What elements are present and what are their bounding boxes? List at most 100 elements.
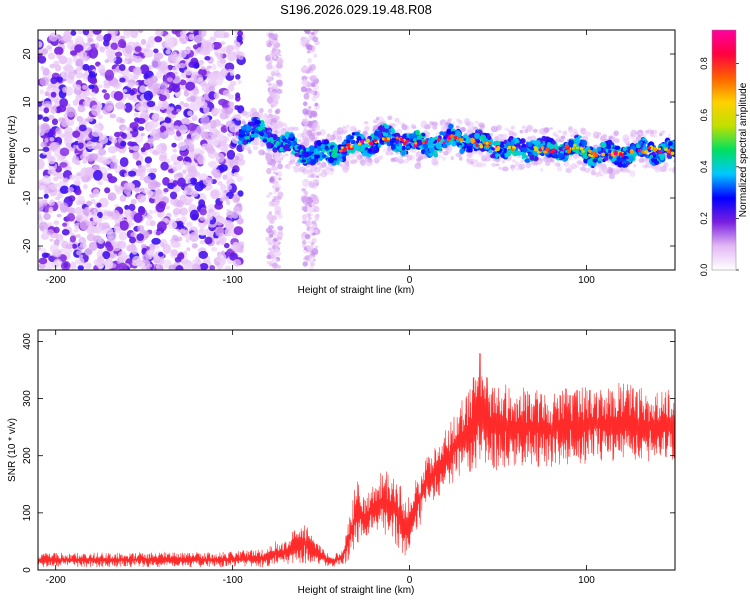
- spectrogram-cell: [406, 154, 413, 161]
- spectrogram-cell: [323, 139, 330, 145]
- spectrogram-cell: [40, 248, 47, 254]
- spectrogram-cell: [490, 153, 497, 159]
- spectrogram-cell: [175, 264, 184, 270]
- spectrogram-cell: [97, 211, 103, 219]
- spectrogram-cell: [401, 139, 405, 142]
- spectrogram-cell: [93, 169, 103, 181]
- spectrogram-cell: [158, 116, 164, 122]
- spectrogram-cell: [308, 226, 315, 234]
- spectrogram-cell: [649, 154, 653, 159]
- y-tick-label: 0: [22, 147, 33, 153]
- spectrogram-cell: [312, 36, 319, 43]
- spectrogram-cell: [233, 226, 244, 236]
- spectrogram-cell: [53, 220, 60, 226]
- spectrogram-cell: [154, 35, 163, 43]
- spectrogram-cell: [481, 162, 487, 167]
- spectrogram-cell: [261, 129, 266, 133]
- spectrogram-cell: [48, 32, 59, 42]
- spectrogram-cell: [63, 262, 69, 269]
- spectrogram-cell: [274, 100, 279, 105]
- spectrogram-cell: [59, 238, 64, 243]
- spectrogram-cell: [572, 153, 578, 159]
- spectrogram-cell: [611, 136, 617, 142]
- spectrogram-cell: [511, 159, 516, 163]
- spectrogram-cell: [200, 66, 206, 70]
- spectrogram-cell: [277, 236, 283, 241]
- spectrogram-cell: [309, 266, 314, 270]
- spectrogram-cell: [302, 101, 308, 107]
- spectrogram-cell: [592, 158, 599, 163]
- spectrogram-cell: [618, 152, 623, 157]
- spectrogram-cell: [145, 163, 151, 168]
- spectrogram-cell: [82, 184, 88, 190]
- spectrogram-cell: [336, 160, 340, 166]
- spectrogram-cell: [672, 143, 675, 149]
- spectrogram-cell: [93, 211, 98, 217]
- spectrogram-cell: [206, 65, 212, 70]
- spectrogram-cell: [328, 137, 333, 142]
- spectrogram-cell: [311, 76, 315, 79]
- spectrogram-cell: [571, 163, 577, 170]
- spectrogram-cell: [360, 144, 366, 149]
- spectrogram-cell: [378, 155, 383, 160]
- spectrogram-cell: [129, 89, 135, 96]
- spectrogram-cell: [424, 140, 429, 144]
- spectrogram-cell: [38, 114, 43, 120]
- spectrogram-cell: [41, 199, 48, 206]
- spectrogram-cell: [630, 129, 637, 138]
- spectrogram-cell: [302, 118, 309, 126]
- spectrogram-cell: [654, 166, 662, 173]
- spectrogram-cell: [541, 135, 547, 142]
- spectrogram-cell: [311, 155, 315, 160]
- spectrogram-cell: [571, 147, 575, 150]
- spectrogram-cell: [272, 245, 276, 250]
- spectrogram-cell: [63, 130, 73, 142]
- y-tick-label: 200: [22, 447, 33, 464]
- spectrogram-cell: [573, 128, 578, 133]
- spectrogram-cell: [170, 249, 178, 257]
- spectrogram-cell: [540, 146, 545, 150]
- spectrogram-cell: [222, 89, 230, 97]
- spectrogram-cell: [397, 158, 403, 163]
- spectrogram-cell: [38, 214, 43, 220]
- spectrogram-cell: [84, 247, 93, 256]
- spectrogram-cell: [76, 250, 82, 256]
- spectrogram-cell: [428, 147, 434, 153]
- spectrogram-cell: [69, 235, 77, 243]
- spectrogram-cell: [46, 229, 55, 236]
- spectrogram-cell: [118, 254, 126, 262]
- spectrogram-cell: [298, 157, 303, 161]
- spectrogram-cell: [117, 262, 128, 270]
- spectrogram-cell: [592, 163, 597, 167]
- spectrogram-cell: [229, 80, 237, 86]
- spectrogram-cell: [162, 243, 172, 254]
- spectrogram-cell: [42, 67, 50, 76]
- spectrogram-cell: [235, 74, 241, 80]
- spectrogram-cell: [274, 153, 280, 158]
- spectrogram-cell: [49, 144, 55, 150]
- spectrogram-cell: [48, 208, 53, 214]
- spectrogram-cell: [316, 161, 322, 166]
- spectrogram-cell: [305, 30, 311, 35]
- spectrogram-cell: [301, 188, 306, 192]
- spectrogram-cell: [390, 151, 394, 156]
- spectrogram-cell: [137, 225, 145, 232]
- spectrogram-cell: [220, 67, 228, 77]
- spectrogram-cell: [38, 106, 44, 112]
- spectrogram-cell: [185, 238, 190, 243]
- spectrogram-cell: [191, 116, 197, 121]
- spectrogram-cell: [297, 146, 302, 150]
- spectrogram-cell: [524, 128, 529, 134]
- spectrogram-cell: [252, 145, 259, 150]
- spectrogram-cell: [47, 52, 56, 60]
- spectrogram-cell: [266, 254, 272, 260]
- spectrogram-cell: [307, 180, 313, 185]
- spectrogram-cell: [244, 114, 250, 119]
- spectrogram-cell: [97, 255, 105, 264]
- spectrogram-cell: [319, 164, 324, 169]
- spectrogram-cell: [78, 142, 84, 149]
- spectrogram-cell: [349, 138, 354, 143]
- spectrogram-cell: [663, 148, 669, 152]
- spectrogram-cell: [270, 199, 278, 207]
